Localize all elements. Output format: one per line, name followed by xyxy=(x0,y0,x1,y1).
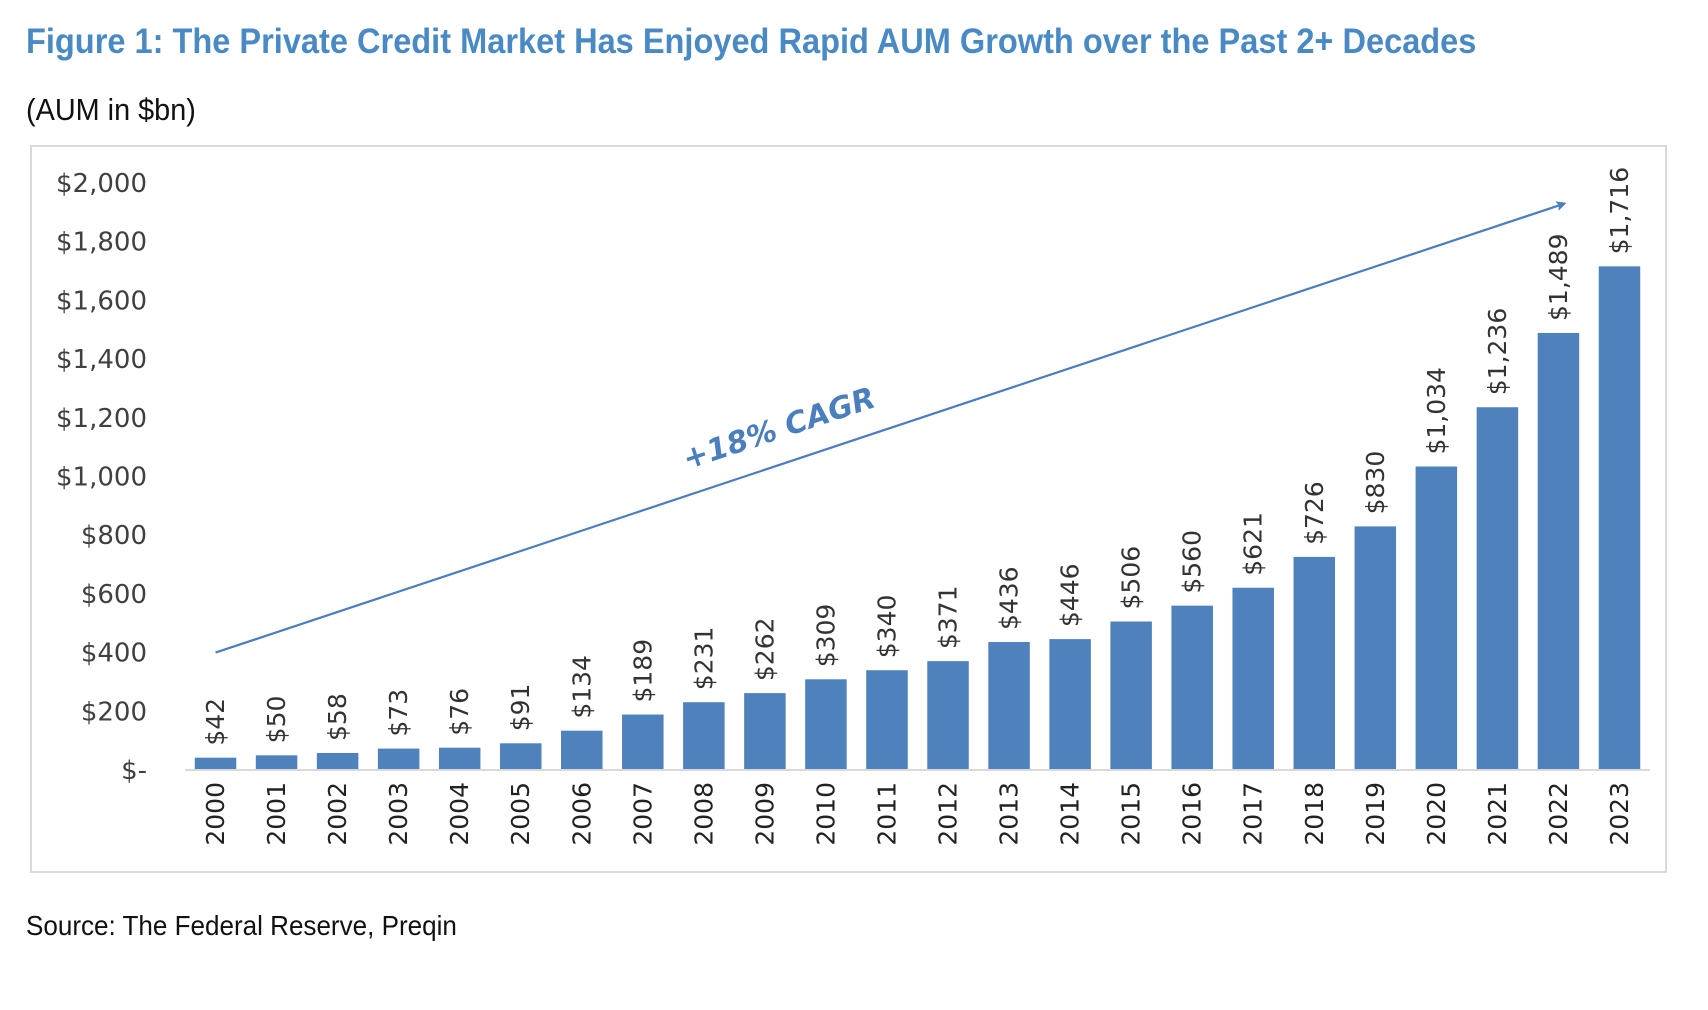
bar-2002 xyxy=(316,752,359,770)
data-label: $506 xyxy=(1117,546,1146,610)
bar-2015 xyxy=(1110,621,1152,770)
figure-source: Source: The Federal Reserve, Preqin xyxy=(26,910,457,941)
bar-2008 xyxy=(683,702,725,770)
data-label: $1,489 xyxy=(1544,233,1573,320)
data-label: $309 xyxy=(811,604,840,668)
x-tick-label: 2022 xyxy=(1544,782,1573,846)
x-tick-label: 2020 xyxy=(1422,782,1451,846)
x-tick-label: 2015 xyxy=(1117,782,1146,846)
x-tick-label: 2010 xyxy=(811,782,840,846)
data-labels: $42 $50 $58 $73 $76 $91 $134 $189 $231 $262 $309 $3… xyxy=(201,167,1634,746)
x-tick-label: 2014 xyxy=(1056,782,1085,846)
data-label: $231 xyxy=(689,627,718,691)
y-tick-label: $1,000 xyxy=(56,463,147,493)
bar-2005 xyxy=(499,743,542,770)
data-label: $76 xyxy=(445,688,474,736)
x-tick-label: 2005 xyxy=(506,782,535,846)
data-label: $58 xyxy=(323,693,352,741)
x-tick-label: 2019 xyxy=(1361,782,1390,846)
x-tick-label: 2016 xyxy=(1178,782,1207,846)
data-label: $830 xyxy=(1361,451,1390,515)
bar-2016 xyxy=(1171,605,1213,770)
bar-2004 xyxy=(438,747,481,770)
bar-2012 xyxy=(927,661,969,770)
x-tick-label: 2013 xyxy=(995,782,1024,846)
x-tick-label: 2017 xyxy=(1239,782,1268,846)
data-label: $1,034 xyxy=(1422,367,1451,454)
figure-title: Figure 1: The Private Credit Market Has … xyxy=(26,22,1477,61)
x-tick-label: 2007 xyxy=(628,782,657,846)
bar-2014 xyxy=(1049,639,1091,770)
bar-2017 xyxy=(1232,587,1274,770)
bar-2009 xyxy=(744,693,786,770)
y-tick-label: $600 xyxy=(81,580,147,610)
y-tick-label: $1,200 xyxy=(56,404,147,434)
data-label: $1,236 xyxy=(1483,308,1512,395)
data-label: $189 xyxy=(628,639,657,703)
y-tick-label: $1,400 xyxy=(56,345,147,375)
x-tick-label: 2004 xyxy=(445,782,474,846)
bar-2010 xyxy=(805,679,847,770)
y-tick-label: $- xyxy=(121,756,147,786)
x-tick-label: 2003 xyxy=(384,782,413,846)
data-label: $621 xyxy=(1239,512,1268,576)
x-tick-label: 2018 xyxy=(1300,782,1329,846)
bar-2011 xyxy=(866,670,908,770)
data-label: $42 xyxy=(201,698,230,746)
data-label: $371 xyxy=(934,585,963,649)
x-tick-label: 2001 xyxy=(262,782,291,846)
y-axis: $- $200 $400 $600 $800 $1,000 $1,200 $1,400 $1,6… xyxy=(56,169,147,786)
data-label: $91 xyxy=(506,684,535,732)
y-tick-label: $1,600 xyxy=(56,286,147,316)
y-tick-label: $800 xyxy=(81,521,147,551)
data-label: $134 xyxy=(567,655,596,719)
bar-2022 xyxy=(1537,332,1580,770)
bar-2000 xyxy=(194,757,237,770)
cagr-arrow xyxy=(215,201,1567,654)
bar-2023 xyxy=(1598,266,1641,770)
y-tick-label: $400 xyxy=(81,639,147,669)
data-label: $262 xyxy=(750,617,779,681)
x-tick-label: 2000 xyxy=(201,782,230,846)
x-tick-label: 2009 xyxy=(750,782,779,846)
bar-2007 xyxy=(622,714,664,770)
y-tick-label: $2,000 xyxy=(56,169,147,199)
bars xyxy=(194,266,1641,770)
bar-2006 xyxy=(561,730,603,770)
bar-2013 xyxy=(988,642,1030,770)
cagr-label: +18% CAGR xyxy=(679,381,880,477)
x-tick-label: 2011 xyxy=(872,782,901,846)
data-label: $436 xyxy=(995,566,1024,630)
data-label: $446 xyxy=(1056,563,1085,627)
x-tick-label: 2021 xyxy=(1483,782,1512,846)
y-tick-label: $1,800 xyxy=(56,228,147,258)
figure-subtitle: (AUM in $bn) xyxy=(26,92,196,127)
x-tick-label: 2006 xyxy=(567,782,596,846)
x-tick-label: 2012 xyxy=(934,782,963,846)
bar-2003 xyxy=(377,748,420,770)
data-label: $50 xyxy=(262,696,291,744)
bar-2021 xyxy=(1476,407,1519,770)
data-label: $73 xyxy=(384,689,413,737)
x-tick-label: 2023 xyxy=(1605,782,1634,846)
bar-2001 xyxy=(255,755,298,770)
data-label: $1,716 xyxy=(1605,167,1634,254)
x-axis: 2000 2001 2002 2003 2004 2005 2006 2007 2008 2009… xyxy=(201,782,1634,846)
bar-2019 xyxy=(1354,526,1397,770)
y-tick-label: $200 xyxy=(81,697,147,727)
data-label: $560 xyxy=(1178,530,1207,594)
x-tick-label: 2002 xyxy=(323,782,352,846)
data-label: $340 xyxy=(872,595,901,659)
bar-2018 xyxy=(1293,556,1336,770)
data-label: $726 xyxy=(1300,481,1329,545)
x-tick-label: 2008 xyxy=(689,782,718,846)
bar-2020 xyxy=(1415,466,1458,770)
